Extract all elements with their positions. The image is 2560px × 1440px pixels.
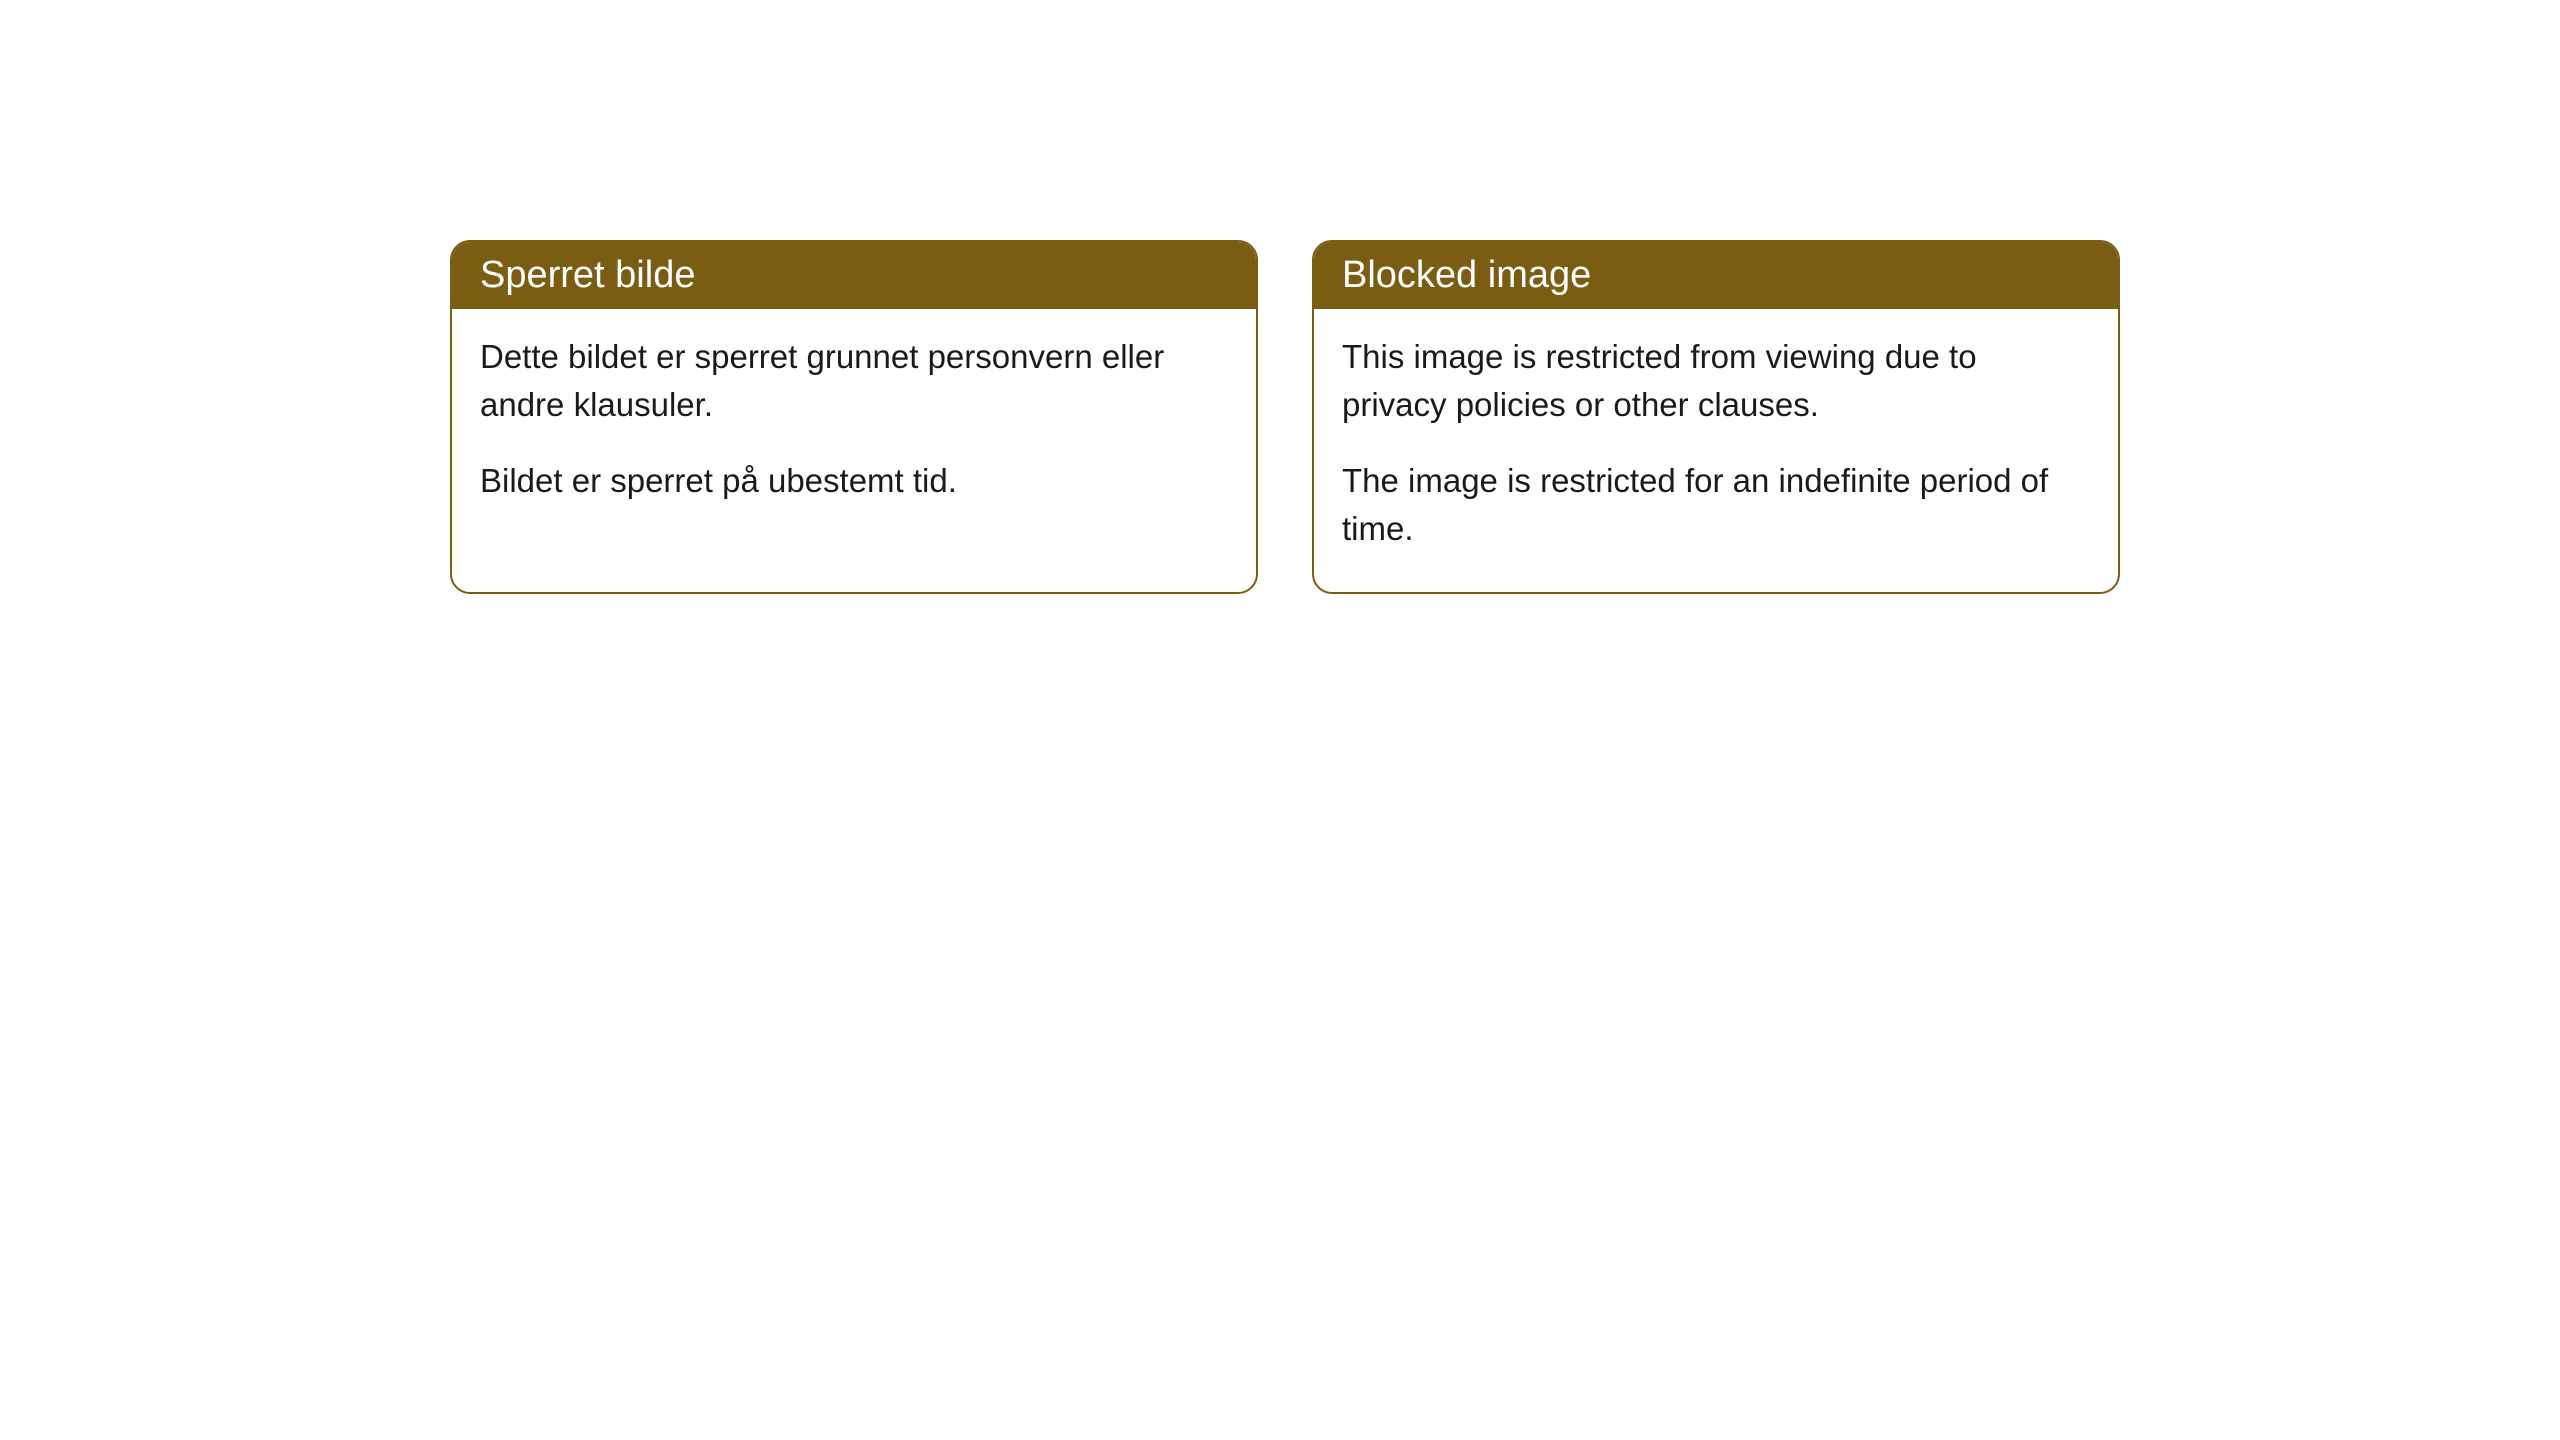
card-paragraph-2: Bildet er sperret på ubestemt tid. [480,457,1228,505]
card-paragraph-1: Dette bildet er sperret grunnet personve… [480,333,1228,429]
card-paragraph-2: The image is restricted for an indefinit… [1342,457,2090,553]
card-body: This image is restricted from viewing du… [1314,309,2118,592]
cards-container: Sperret bilde Dette bildet er sperret gr… [450,240,2560,594]
card-body: Dette bildet er sperret grunnet personve… [452,309,1256,545]
card-title: Sperret bilde [480,254,695,296]
card-header: Blocked image [1314,242,2118,309]
blocked-image-card-english: Blocked image This image is restricted f… [1312,240,2120,594]
blocked-image-card-norwegian: Sperret bilde Dette bildet er sperret gr… [450,240,1258,594]
card-header: Sperret bilde [452,242,1256,309]
card-paragraph-1: This image is restricted from viewing du… [1342,333,2090,429]
card-title: Blocked image [1342,254,1591,296]
